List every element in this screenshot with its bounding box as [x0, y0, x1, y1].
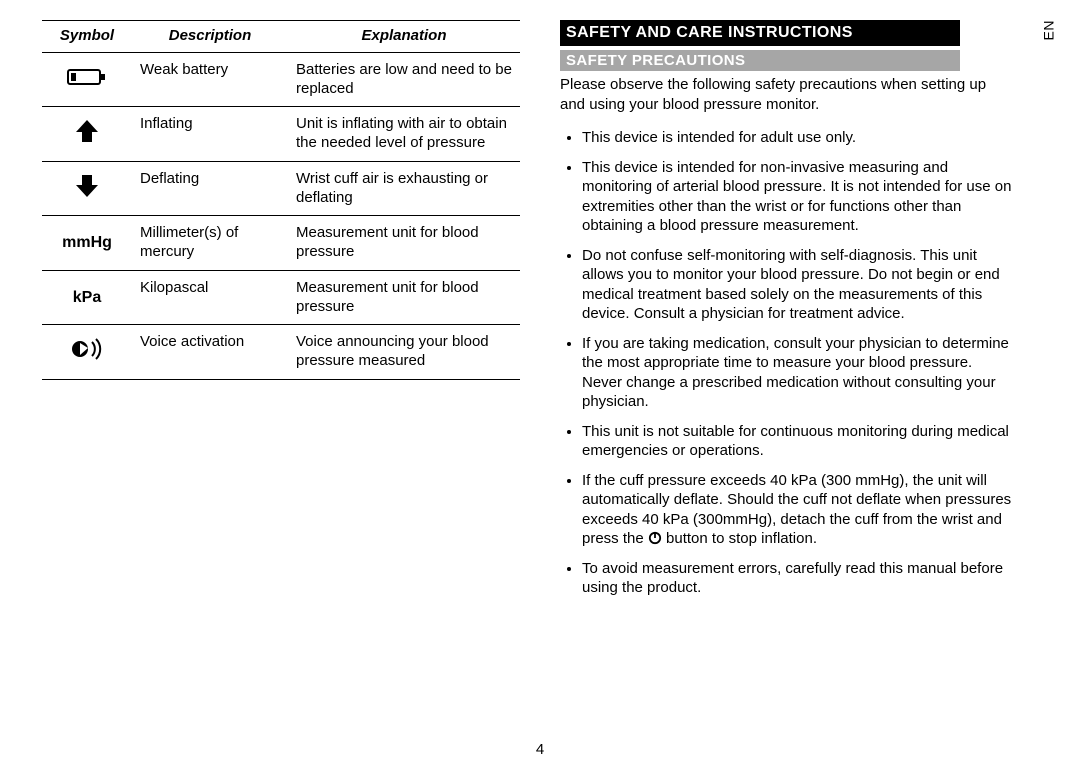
section-title: SAFETY AND CARE INSTRUCTIONS	[560, 20, 960, 46]
description-cell: Inflating	[132, 107, 288, 162]
precaution-item: Do not confuse self-monitoring with self…	[582, 246, 1012, 324]
table-row: DeflatingWrist cuff air is exhausting or…	[42, 161, 520, 216]
precaution-item: If the cuff pressure exceeds 40 kPa (300…	[582, 471, 1012, 549]
explanation-cell: Measurement unit for blood pressure	[288, 216, 520, 271]
col-header-explanation: Explanation	[288, 21, 520, 53]
mmhg-icon: mmHg	[62, 234, 112, 251]
table-row: kPa KilopascalMeasurement unit for blood …	[42, 270, 520, 325]
kpa-icon: kPa	[73, 289, 101, 306]
table-row: InflatingUnit is inflating with air to o…	[42, 107, 520, 162]
arrow-down-icon	[74, 173, 100, 199]
table-row: Weak batteryBatteries are low and need t…	[42, 52, 520, 107]
explanation-cell: Unit is inflating with air to obtain the…	[288, 107, 520, 162]
explanation-cell: Voice announcing your blood pressure mea…	[288, 325, 520, 380]
page-number: 4	[0, 741, 1080, 758]
precaution-item: This unit is not suitable for continuous…	[582, 422, 1012, 461]
sub-title: SAFETY PRECAUTIONS	[560, 50, 960, 71]
symbol-cell	[42, 52, 132, 107]
symbol-cell: mmHg	[42, 216, 132, 271]
precaution-item: This device is intended for adult use on…	[582, 128, 1012, 148]
description-cell: Deflating	[132, 161, 288, 216]
precaution-item: If you are taking medication, consult yo…	[582, 334, 1012, 412]
intro-text: Please observe the following safety prec…	[560, 75, 990, 114]
arrow-up-icon	[74, 118, 100, 144]
safety-column: SAFETY AND CARE INSTRUCTIONS SAFETY PREC…	[560, 20, 1038, 766]
description-cell: Weak battery	[132, 52, 288, 107]
symbol-cell	[42, 161, 132, 216]
description-cell: Kilopascal	[132, 270, 288, 325]
language-tab: EN	[1040, 20, 1056, 40]
explanation-cell: Wrist cuff air is exhausting or deflatin…	[288, 161, 520, 216]
table-row: mmHg Millimeter(s) of mercuryMeasurement …	[42, 216, 520, 271]
symbol-cell: kPa	[42, 270, 132, 325]
description-cell: Voice activation	[132, 325, 288, 380]
precaution-item: To avoid measurement errors, carefully r…	[582, 559, 1012, 598]
explanation-cell: Measurement unit for blood pressure	[288, 270, 520, 325]
col-header-symbol: Symbol	[42, 21, 132, 53]
description-cell: Millimeter(s) of mercury	[132, 216, 288, 271]
symbol-cell	[42, 325, 132, 380]
power-icon	[648, 531, 662, 545]
voice-icon	[70, 336, 104, 362]
symbol-cell	[42, 107, 132, 162]
battery-icon	[67, 67, 107, 87]
precautions-list: This device is intended for adult use on…	[560, 128, 1012, 598]
symbols-table: Symbol Description Explanation Weak batt…	[42, 20, 520, 380]
col-header-description: Description	[132, 21, 288, 53]
precaution-item: This device is intended for non-invasive…	[582, 158, 1012, 236]
explanation-cell: Batteries are low and need to be replace…	[288, 52, 520, 107]
symbols-column: Symbol Description Explanation Weak batt…	[42, 20, 520, 766]
table-row: Voice activationVoice announcing your bl…	[42, 325, 520, 380]
